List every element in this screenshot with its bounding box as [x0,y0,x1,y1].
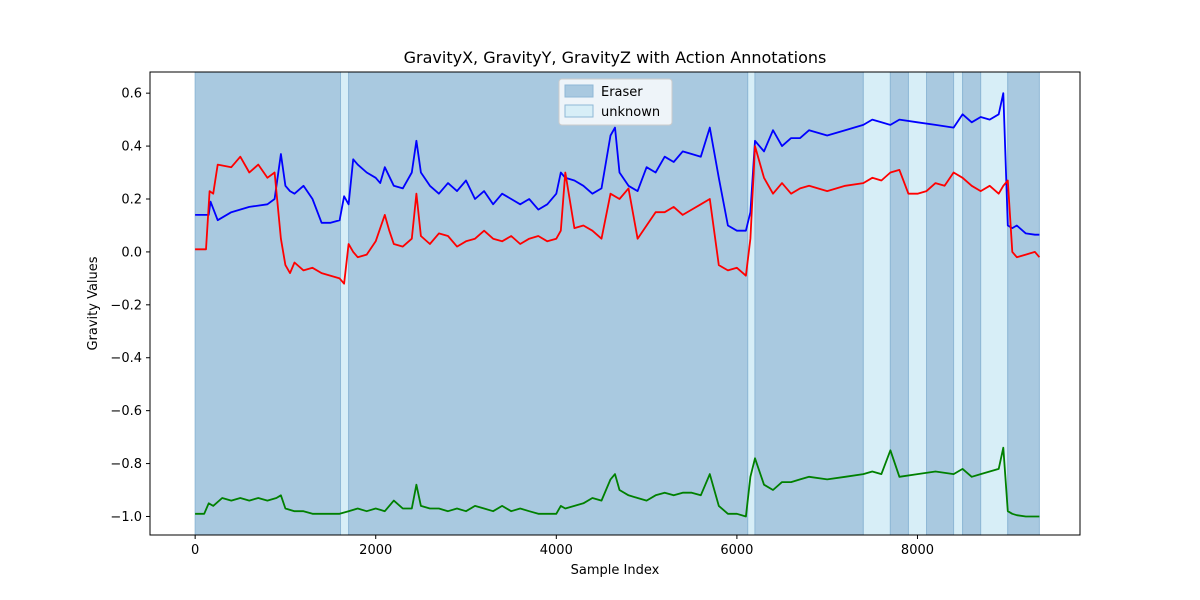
annotation-band-unknown [340,71,350,536]
legend: Eraser unknown [558,78,673,126]
annotation-band-eraser [194,71,342,536]
y-tick-label: −0.2 [110,298,142,313]
x-tick-label: 4000 [540,543,573,558]
legend-label-unknown: unknown [601,105,660,120]
x-tick-label: 8000 [901,543,934,558]
y-axis-label: Gravity Values [86,256,101,350]
y-tick-label: 0.2 [121,192,142,207]
annotation-bands [194,71,1040,536]
annotation-band-eraser [889,71,909,536]
x-tick-label: 0 [191,543,199,558]
legend-swatch-unknown [564,104,594,118]
annotation-band-unknown [953,71,964,536]
y-tick-label: 0.6 [121,87,142,102]
legend-swatch-eraser [564,84,594,98]
y-tick-label: −1.0 [110,510,142,525]
series-lines [195,92,1041,518]
chart-title: GravityX, GravityY, GravityZ with Action… [404,48,827,67]
series-line-1 [195,145,1041,285]
series-line-0 [195,92,1040,236]
annotation-band-eraser [926,71,955,536]
y-tick-label: 0.4 [121,140,142,155]
x-axis-ticks: 0 2000 4000 6000 8000 [191,535,934,558]
annotation-band-eraser [754,71,864,536]
legend-label-eraser: Eraser [601,85,643,100]
annotation-band-unknown [862,71,891,536]
x-tick-label: 6000 [720,543,753,558]
y-tick-label: −0.8 [110,457,142,472]
series-line-2 [195,446,1040,518]
annotation-band-unknown [907,71,928,536]
plot-frame [149,71,1081,536]
x-axis-label: Sample Index [571,563,660,578]
x-tick-label: 2000 [359,543,392,558]
annotation-band-eraser [1007,71,1040,536]
y-tick-label: 0.0 [121,245,142,260]
y-axis-ticks: 0.6 0.4 0.2 0.0 −0.2 −0.4 −0.6 −0.8 −1.0 [110,87,150,525]
y-tick-label: −0.4 [110,351,142,366]
y-tick-label: −0.6 [110,404,142,419]
annotation-band-eraser [962,71,982,536]
annotation-band-eraser [348,71,749,536]
